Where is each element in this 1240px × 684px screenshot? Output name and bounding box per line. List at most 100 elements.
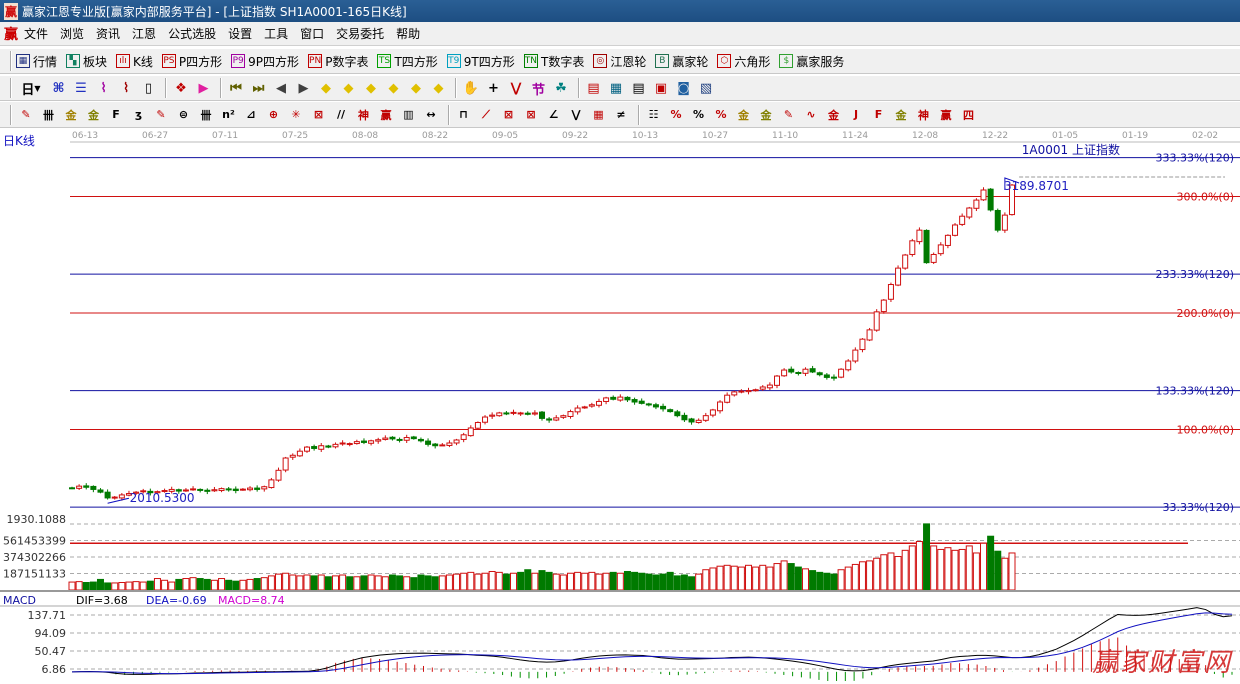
spiral-icon[interactable]: ʒ xyxy=(134,108,143,121)
zigzag-icon[interactable]: ⋁ xyxy=(571,108,581,121)
notes-icon[interactable]: ☰ xyxy=(75,80,87,96)
parallel-icon[interactable]: ≠ xyxy=(616,108,626,121)
toolbar-button[interactable]: ◎ 江恩轮 xyxy=(593,53,646,70)
gold-icon[interactable]: 金 xyxy=(65,108,77,122)
gold-red-icon[interactable]: 金 xyxy=(828,108,839,122)
gold-angle-icon[interactable]: 金 xyxy=(895,108,907,122)
toolbar-button[interactable]: ▚ 板块 xyxy=(66,53,107,70)
si-angle-icon[interactable]: 四 xyxy=(963,108,974,122)
pattern-icon[interactable]: ❖ xyxy=(175,80,187,96)
triangle-icon[interactable]: ⊿ xyxy=(246,108,256,121)
candle-body xyxy=(916,229,923,243)
toolbar-button[interactable]: TS T四方形 xyxy=(377,53,438,70)
gann-square-icon[interactable]: ⊠ xyxy=(526,108,536,121)
next-icon[interactable]: ▶ xyxy=(298,80,309,96)
line-icon[interactable]: ⋁ xyxy=(510,80,522,96)
target-icon[interactable]: ⊕ xyxy=(268,108,279,121)
network-icon[interactable]: ◙ xyxy=(677,80,690,96)
menu-item[interactable]: 帮助 xyxy=(396,27,421,41)
print-icon[interactable]: ▧ xyxy=(699,80,713,96)
fib-icon[interactable]: F xyxy=(112,108,120,121)
hand-icon[interactable]: ✋ xyxy=(462,80,480,96)
gann-calc-icon[interactable]: ☘ xyxy=(555,80,567,96)
chart-canvas[interactable]: 日K线 06-13 06-27 07-11 07-25 08-08 08-22 09-05 09… xyxy=(0,128,1240,683)
angle-icon[interactable]: ∠ xyxy=(548,108,559,121)
menu-item[interactable]: 设置 xyxy=(228,27,253,41)
span-icon[interactable]: ↔ xyxy=(426,108,436,121)
gold-circle-icon[interactable]: 金 xyxy=(738,108,749,122)
grid-lines-icon[interactable]: 卌 xyxy=(43,108,54,122)
indicator9-icon[interactable]: ⌇ xyxy=(122,80,130,96)
radar-icon[interactable]: ✳ xyxy=(291,108,301,121)
percent-lines-icon[interactable]: % xyxy=(715,108,727,121)
toolbar-button[interactable]: ▦ 行情 xyxy=(16,53,57,70)
frame-icon[interactable]: ⊓ xyxy=(459,108,468,121)
zoom-v-icon[interactable]: ◆ xyxy=(433,80,444,96)
report-icon[interactable]: ▤ xyxy=(632,80,645,96)
toolbar-button[interactable]: PS P四方形 xyxy=(161,53,222,70)
festival-icon[interactable]: 节 xyxy=(531,82,545,98)
gold2-icon[interactable]: 金 xyxy=(88,108,99,122)
menu-item[interactable]: 文件 xyxy=(24,27,49,41)
shift-right-icon[interactable]: ◆ xyxy=(343,80,354,96)
menu-item[interactable]: 江恩 xyxy=(132,27,157,41)
toolbar-button[interactable]: ılı K线 xyxy=(116,53,153,70)
f-angle-icon[interactable]: F xyxy=(874,108,883,121)
cycle-icon[interactable]: 卌 xyxy=(200,108,212,122)
ying-icon[interactable]: 赢 xyxy=(380,108,392,122)
grid-icon[interactable]: ▦ xyxy=(593,108,604,121)
menu-item[interactable]: 窗口 xyxy=(300,27,325,41)
first-icon[interactable]: ⏮ xyxy=(230,80,242,96)
crosshair-icon[interactable]: + xyxy=(488,80,499,96)
toolbar-button[interactable]: $ 赢家服务 xyxy=(779,53,844,70)
zoom-in-icon[interactable]: ◆ xyxy=(388,80,399,96)
calculator-icon[interactable]: ▦ xyxy=(609,80,623,96)
shen-angle-icon[interactable]: 神 xyxy=(918,108,929,122)
flag-icon[interactable]: ▶ xyxy=(198,80,209,96)
pen3-icon[interactable]: ✎ xyxy=(783,108,794,121)
kline-chart[interactable]: 日K线 06-13 06-27 07-11 07-25 08-08 08-22 09-05 09… xyxy=(0,128,1240,683)
calendar-icon[interactable]: ▤ xyxy=(587,80,600,96)
slash-icon[interactable]: // xyxy=(336,108,346,121)
toolbar-button[interactable]: P9 9P四方形 xyxy=(231,53,299,70)
n2-icon[interactable]: n² xyxy=(222,108,235,121)
toolbar-button[interactable]: B 赢家轮 xyxy=(655,53,708,70)
volume-bar xyxy=(502,573,510,591)
scale-icon[interactable]: ☷ xyxy=(648,108,659,121)
zoom-all-icon[interactable]: ◆ xyxy=(411,80,421,96)
pen-icon[interactable]: ✎ xyxy=(21,108,31,121)
menu-item[interactable]: 工具 xyxy=(264,27,289,41)
pen2-icon[interactable]: ✎ xyxy=(156,108,166,121)
ruler-icon[interactable]: ▥ xyxy=(403,108,414,121)
circle-icon[interactable]: ⊜ xyxy=(178,108,189,121)
menu-item[interactable]: 交易委托 xyxy=(336,27,385,41)
wave-icon[interactable]: ∿ xyxy=(806,108,816,121)
menu-item[interactable]: 浏览 xyxy=(60,27,85,41)
toolbar-button[interactable]: TN T数字表 xyxy=(523,53,584,70)
toolbar-button[interactable]: T9 9T四方形 xyxy=(446,53,515,70)
fan-icon[interactable]: ⟋ xyxy=(482,107,490,121)
box-icon[interactable]: ⊠ xyxy=(313,108,324,121)
toolbar-button[interactable]: ⬡ 六角形 xyxy=(717,53,770,70)
percent-icon[interactable]: % xyxy=(692,108,705,121)
shen-icon[interactable]: 神 xyxy=(358,108,369,122)
period-select[interactable]: 日 ▼ xyxy=(16,78,46,98)
menu-logo-icon[interactable]: 赢 xyxy=(4,26,18,43)
prev-icon[interactable]: ◀ xyxy=(276,80,286,96)
menu-item[interactable]: 资讯 xyxy=(96,27,121,41)
j-angle-icon[interactable]: J xyxy=(853,108,859,121)
candle-type-icon[interactable]: ▯ xyxy=(144,80,153,96)
zoom-out-h-icon[interactable]: ◆ xyxy=(366,80,376,96)
menu-item[interactable]: 公式选股 xyxy=(168,27,217,41)
last-icon[interactable]: ⏭ xyxy=(252,80,265,96)
percent-red-icon[interactable]: % xyxy=(670,108,682,121)
shift-left-icon[interactable]: ◆ xyxy=(321,80,331,96)
view-icon[interactable]: ⌘ xyxy=(52,80,65,96)
ying-angle-icon[interactable]: 赢 xyxy=(940,108,952,122)
indicator3-icon[interactable]: ⌇ xyxy=(100,80,107,96)
volume-bar xyxy=(346,576,354,591)
save-icon[interactable]: ▣ xyxy=(654,80,668,96)
toolbar-button[interactable]: PN P数字表 xyxy=(308,53,368,70)
gold-lines-icon[interactable]: 金 xyxy=(760,108,772,122)
gann-box-icon[interactable]: ⊠ xyxy=(503,108,514,121)
